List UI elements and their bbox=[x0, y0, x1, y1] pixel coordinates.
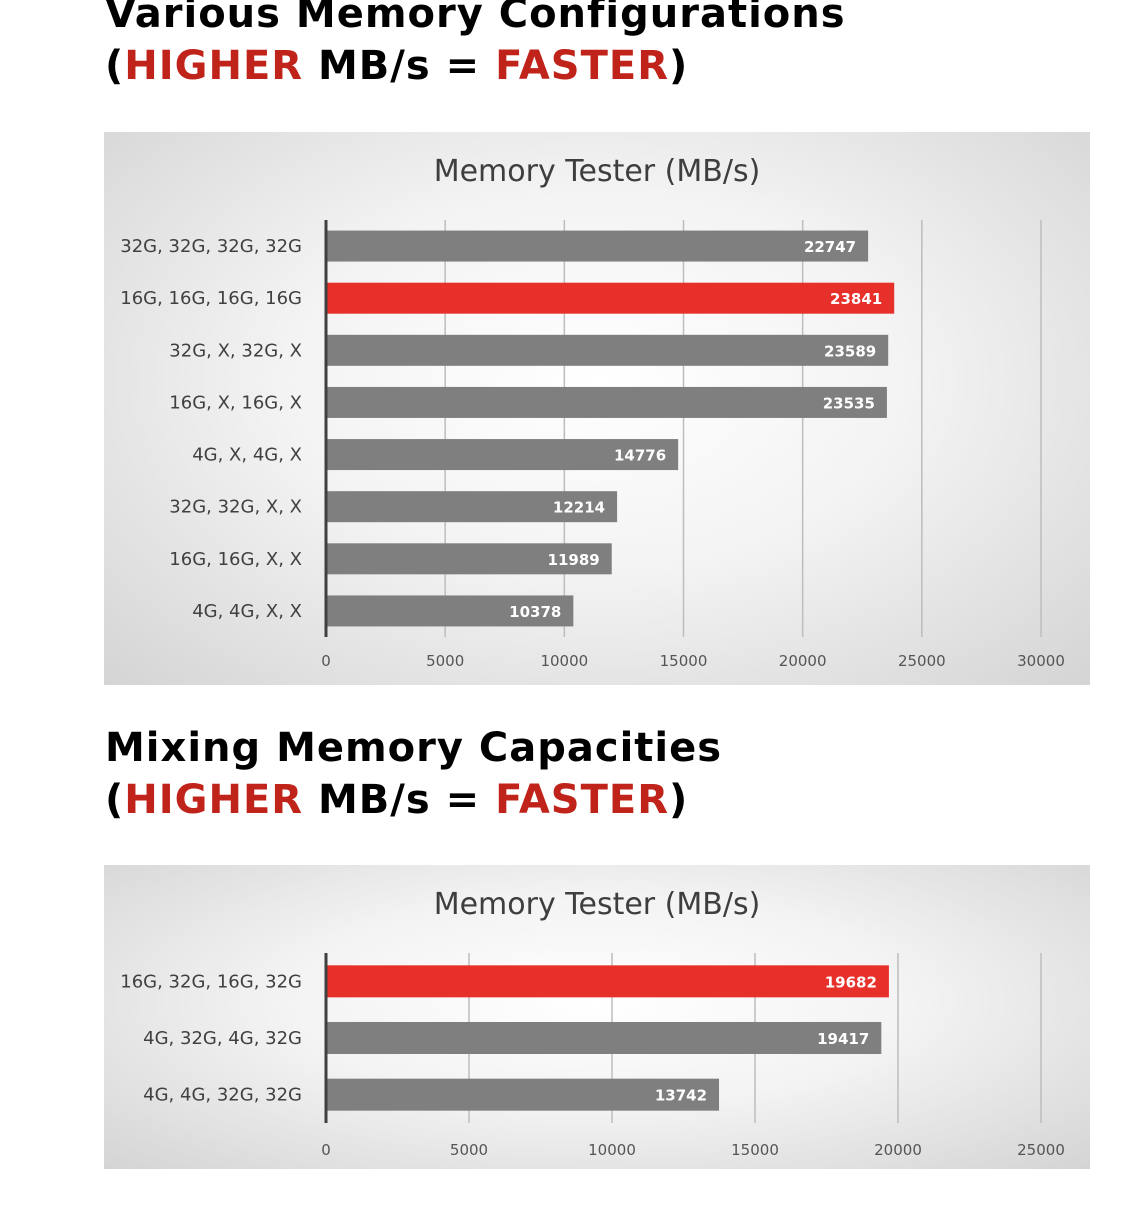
x-tick-label: 5000 bbox=[450, 1141, 488, 1159]
data-label: 22747 bbox=[804, 238, 856, 256]
category-label: 16G, 16G, 16G, 16G bbox=[120, 288, 302, 309]
x-tick-label: 15000 bbox=[660, 652, 708, 670]
chart-panel-various-configurations: Memory Tester (MB/s) 32G, 32G, 32G, 32G 22… bbox=[104, 132, 1090, 685]
category-label: 4G, X, 4G, X bbox=[192, 445, 302, 466]
data-label: 11989 bbox=[548, 551, 600, 569]
category-label: 32G, 32G, X, X bbox=[169, 497, 302, 518]
data-label: 23841 bbox=[830, 290, 882, 308]
x-tick-label: 20000 bbox=[779, 652, 827, 670]
section-heading-various-configurations: Various Memory Configurations (HIGHER MB… bbox=[105, 0, 846, 92]
data-label: 23535 bbox=[823, 394, 875, 412]
heading-close-paren: ) bbox=[669, 777, 689, 823]
bar bbox=[326, 334, 889, 366]
data-label: 12214 bbox=[553, 499, 605, 517]
category-label: 4G, 4G, X, X bbox=[192, 601, 302, 622]
bar bbox=[326, 1078, 720, 1111]
x-tick-label: 0 bbox=[321, 1141, 331, 1159]
heading-open-paren: ( bbox=[105, 43, 125, 89]
category-label: 4G, 4G, 32G, 32G bbox=[143, 1085, 302, 1106]
x-tick-label: 10000 bbox=[540, 652, 588, 670]
data-label: 19417 bbox=[817, 1030, 869, 1048]
x-tick-label: 0 bbox=[321, 652, 331, 670]
heading-middle: MB/s = bbox=[303, 777, 496, 823]
category-label: 16G, X, 16G, X bbox=[169, 392, 302, 413]
category-label: 4G, 32G, 4G, 32G bbox=[143, 1028, 302, 1049]
data-label: 19682 bbox=[825, 973, 877, 991]
highlighted-bar bbox=[326, 965, 889, 998]
bar-chart-various-configurations: Memory Tester (MB/s) 32G, 32G, 32G, 32G 22… bbox=[120, 154, 1065, 670]
heading-open-paren: ( bbox=[105, 777, 125, 823]
heading-line-1: Various Memory Configurations bbox=[105, 0, 846, 37]
data-label: 23589 bbox=[824, 342, 876, 360]
bar bbox=[326, 491, 618, 523]
heading-faster: FASTER bbox=[495, 777, 670, 823]
highlighted-bar bbox=[326, 282, 895, 314]
bar bbox=[326, 439, 679, 471]
bar-chart-mixing-capacities: Memory Tester (MB/s) 16G, 32G, 16G, 32G 19… bbox=[120, 887, 1065, 1159]
bar bbox=[326, 386, 887, 418]
x-tick-label: 10000 bbox=[588, 1141, 636, 1159]
heading-line-1: Mixing Memory Capacities bbox=[105, 725, 723, 771]
category-label: 32G, 32G, 32G, 32G bbox=[120, 236, 302, 257]
bar bbox=[326, 1022, 882, 1054]
bar bbox=[326, 595, 574, 627]
chart-title: Memory Tester (MB/s) bbox=[434, 887, 761, 922]
category-label: 16G, 16G, X, X bbox=[169, 549, 302, 570]
heading-faster: FASTER bbox=[495, 43, 670, 89]
chart-panel-mixing-capacities: Memory Tester (MB/s) 16G, 32G, 16G, 32G 19… bbox=[104, 865, 1090, 1169]
data-label: 13742 bbox=[655, 1087, 707, 1105]
data-label: 10378 bbox=[509, 603, 561, 621]
heading-close-paren: ) bbox=[669, 43, 689, 89]
heading-higher: HIGHER bbox=[124, 43, 304, 89]
category-label: 16G, 32G, 16G, 32G bbox=[120, 971, 302, 992]
x-tick-label: 25000 bbox=[898, 652, 946, 670]
heading-higher: HIGHER bbox=[124, 777, 304, 823]
category-label: 32G, X, 32G, X bbox=[169, 340, 302, 361]
heading-middle: MB/s = bbox=[303, 43, 496, 89]
chart-title: Memory Tester (MB/s) bbox=[434, 154, 761, 189]
bar bbox=[326, 543, 612, 575]
x-tick-label: 20000 bbox=[874, 1141, 922, 1159]
x-tick-label: 15000 bbox=[731, 1141, 779, 1159]
x-tick-label: 5000 bbox=[426, 652, 464, 670]
x-tick-label: 30000 bbox=[1017, 652, 1065, 670]
x-tick-label: 25000 bbox=[1017, 1141, 1065, 1159]
bar bbox=[326, 230, 869, 262]
section-heading-mixing-capacities: Mixing Memory Capacities (HIGHER MB/s = … bbox=[105, 722, 722, 826]
data-label: 14776 bbox=[614, 447, 666, 465]
